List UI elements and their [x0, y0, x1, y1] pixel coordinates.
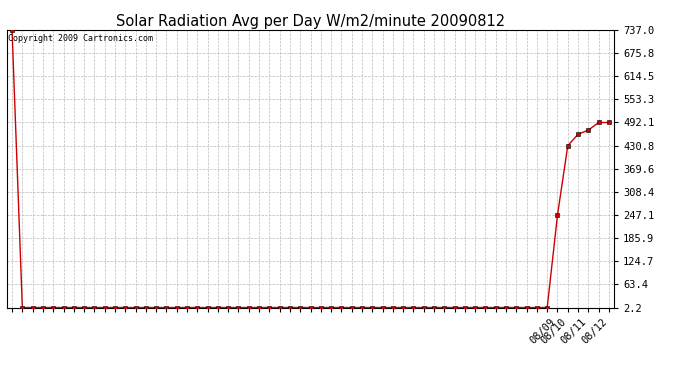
Title: Solar Radiation Avg per Day W/m2/minute 20090812: Solar Radiation Avg per Day W/m2/minute … — [116, 14, 505, 29]
Text: Copyright 2009 Cartronics.com: Copyright 2009 Cartronics.com — [8, 34, 153, 43]
